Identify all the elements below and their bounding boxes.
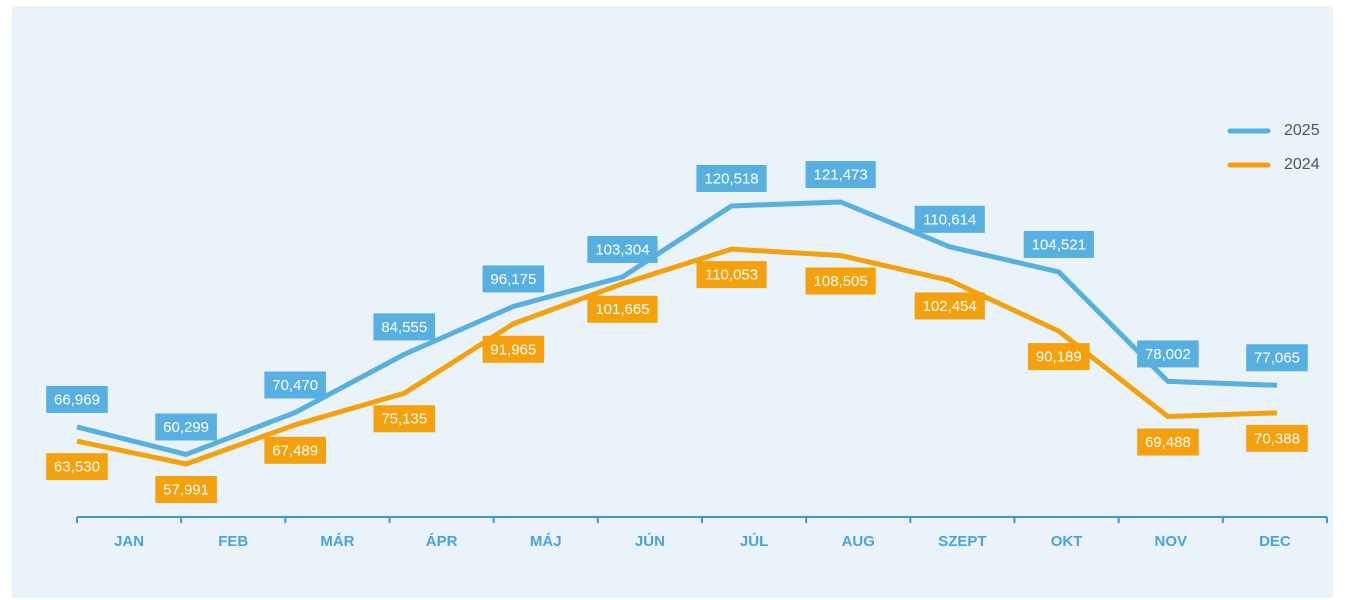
value-label: 90,189	[1036, 349, 1082, 366]
value-label-box	[1137, 428, 1199, 456]
value-label: 70,388	[1254, 430, 1300, 447]
value-label: 102,454	[923, 298, 977, 315]
value-label-box	[587, 235, 658, 263]
value-label-box	[264, 436, 326, 464]
value-label-box	[155, 413, 217, 441]
value-label: 121,473	[814, 166, 868, 183]
value-label: 120,518	[704, 170, 758, 187]
value-label-box	[805, 161, 876, 188]
x-tick-label: NOV	[1154, 533, 1187, 550]
value-label-box	[264, 371, 326, 399]
x-tick-label: AUG	[842, 533, 875, 550]
value-label-box	[696, 164, 767, 192]
value-label: 96,175	[490, 271, 536, 288]
x-tick-label: JÚN	[635, 532, 665, 550]
value-label: 101,665	[595, 301, 649, 318]
value-label-box	[587, 295, 658, 323]
value-label-box	[914, 205, 985, 233]
value-label: 63,530	[54, 459, 100, 476]
value-label-box	[373, 313, 436, 341]
value-label: 75,135	[381, 411, 427, 428]
value-label-box	[155, 476, 217, 503]
value-label: 77,065	[1254, 350, 1300, 367]
value-label-box	[46, 453, 108, 481]
value-label: 110,614	[923, 211, 976, 228]
x-tick-label: DEC	[1259, 533, 1291, 550]
x-tick-label: SZEPT	[938, 533, 986, 550]
legend-label: 2024	[1284, 156, 1320, 173]
value-label-box	[696, 261, 767, 289]
value-label-box	[1137, 340, 1199, 368]
line	[76, 199, 1278, 457]
value-label: 57,991	[163, 481, 209, 498]
value-label: 60,299	[163, 419, 209, 436]
value-label: 66,969	[54, 391, 100, 408]
value-label: 104,521	[1032, 236, 1086, 253]
value-label-box	[805, 267, 876, 295]
value-label: 108,505	[814, 273, 868, 290]
value-label-box	[1246, 344, 1308, 372]
value-label: 70,470	[272, 377, 318, 394]
value-label-box	[482, 265, 545, 293]
x-tick-label: MÁR	[320, 533, 354, 550]
value-label-box	[1246, 424, 1308, 452]
value-label: 69,488	[1145, 434, 1191, 451]
x-tick-label: MÁJ	[530, 533, 562, 550]
value-label: 103,304	[595, 241, 649, 258]
value-label: 110,053	[705, 267, 758, 284]
value-label-box	[1023, 230, 1094, 258]
value-label-box	[1028, 343, 1090, 371]
value-label: 91,965	[490, 341, 536, 358]
chart-background	[12, 6, 1333, 598]
value-label: 84,555	[381, 319, 427, 336]
legend-label: 2025	[1284, 122, 1320, 139]
x-tick-label: ÁPR	[426, 533, 458, 550]
value-label: 78,002	[1145, 346, 1191, 363]
value-label: 67,489	[272, 442, 318, 459]
value-label-box	[373, 405, 436, 433]
x-tick-label: OKT	[1051, 533, 1083, 550]
x-tick-label: FEB	[218, 533, 248, 550]
value-label-box	[914, 292, 985, 320]
x-tick-label: JÚL	[740, 532, 768, 550]
value-label-box	[482, 335, 545, 363]
x-tick-label: JAN	[114, 533, 144, 550]
value-label-box	[46, 385, 108, 413]
